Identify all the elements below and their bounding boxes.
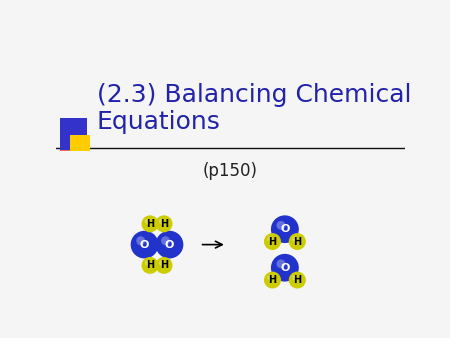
Circle shape xyxy=(271,215,299,243)
Text: H: H xyxy=(293,275,302,285)
Circle shape xyxy=(136,236,145,245)
Text: O: O xyxy=(140,240,149,249)
Circle shape xyxy=(276,259,285,268)
Circle shape xyxy=(161,236,170,245)
Circle shape xyxy=(130,231,158,259)
Text: H: H xyxy=(160,219,168,229)
Text: Equations: Equations xyxy=(97,110,220,134)
Text: (p150): (p150) xyxy=(203,162,258,180)
Circle shape xyxy=(271,254,299,282)
Circle shape xyxy=(159,219,164,224)
FancyArrowPatch shape xyxy=(202,241,222,248)
Circle shape xyxy=(155,257,172,274)
Circle shape xyxy=(145,219,150,224)
Circle shape xyxy=(264,271,281,289)
Circle shape xyxy=(267,275,273,280)
Text: O: O xyxy=(280,224,289,234)
Circle shape xyxy=(264,233,281,250)
Circle shape xyxy=(289,271,306,289)
Text: O: O xyxy=(165,240,174,249)
Text: H: H xyxy=(146,260,154,270)
Circle shape xyxy=(292,275,297,280)
Bar xyxy=(70,135,90,151)
Bar xyxy=(60,135,80,151)
Circle shape xyxy=(159,260,164,266)
Text: O: O xyxy=(280,263,289,273)
Circle shape xyxy=(292,237,297,242)
Circle shape xyxy=(276,221,285,230)
Text: H: H xyxy=(160,260,168,270)
Circle shape xyxy=(155,215,172,232)
Text: H: H xyxy=(146,219,154,229)
Circle shape xyxy=(267,237,273,242)
Circle shape xyxy=(155,231,183,259)
Text: (2.3) Balancing Chemical: (2.3) Balancing Chemical xyxy=(97,83,411,107)
Circle shape xyxy=(145,260,150,266)
Circle shape xyxy=(289,233,306,250)
Text: H: H xyxy=(293,237,302,246)
Text: H: H xyxy=(268,275,277,285)
Bar xyxy=(60,118,87,150)
Text: H: H xyxy=(268,237,277,246)
Circle shape xyxy=(141,257,158,274)
Circle shape xyxy=(141,215,158,232)
